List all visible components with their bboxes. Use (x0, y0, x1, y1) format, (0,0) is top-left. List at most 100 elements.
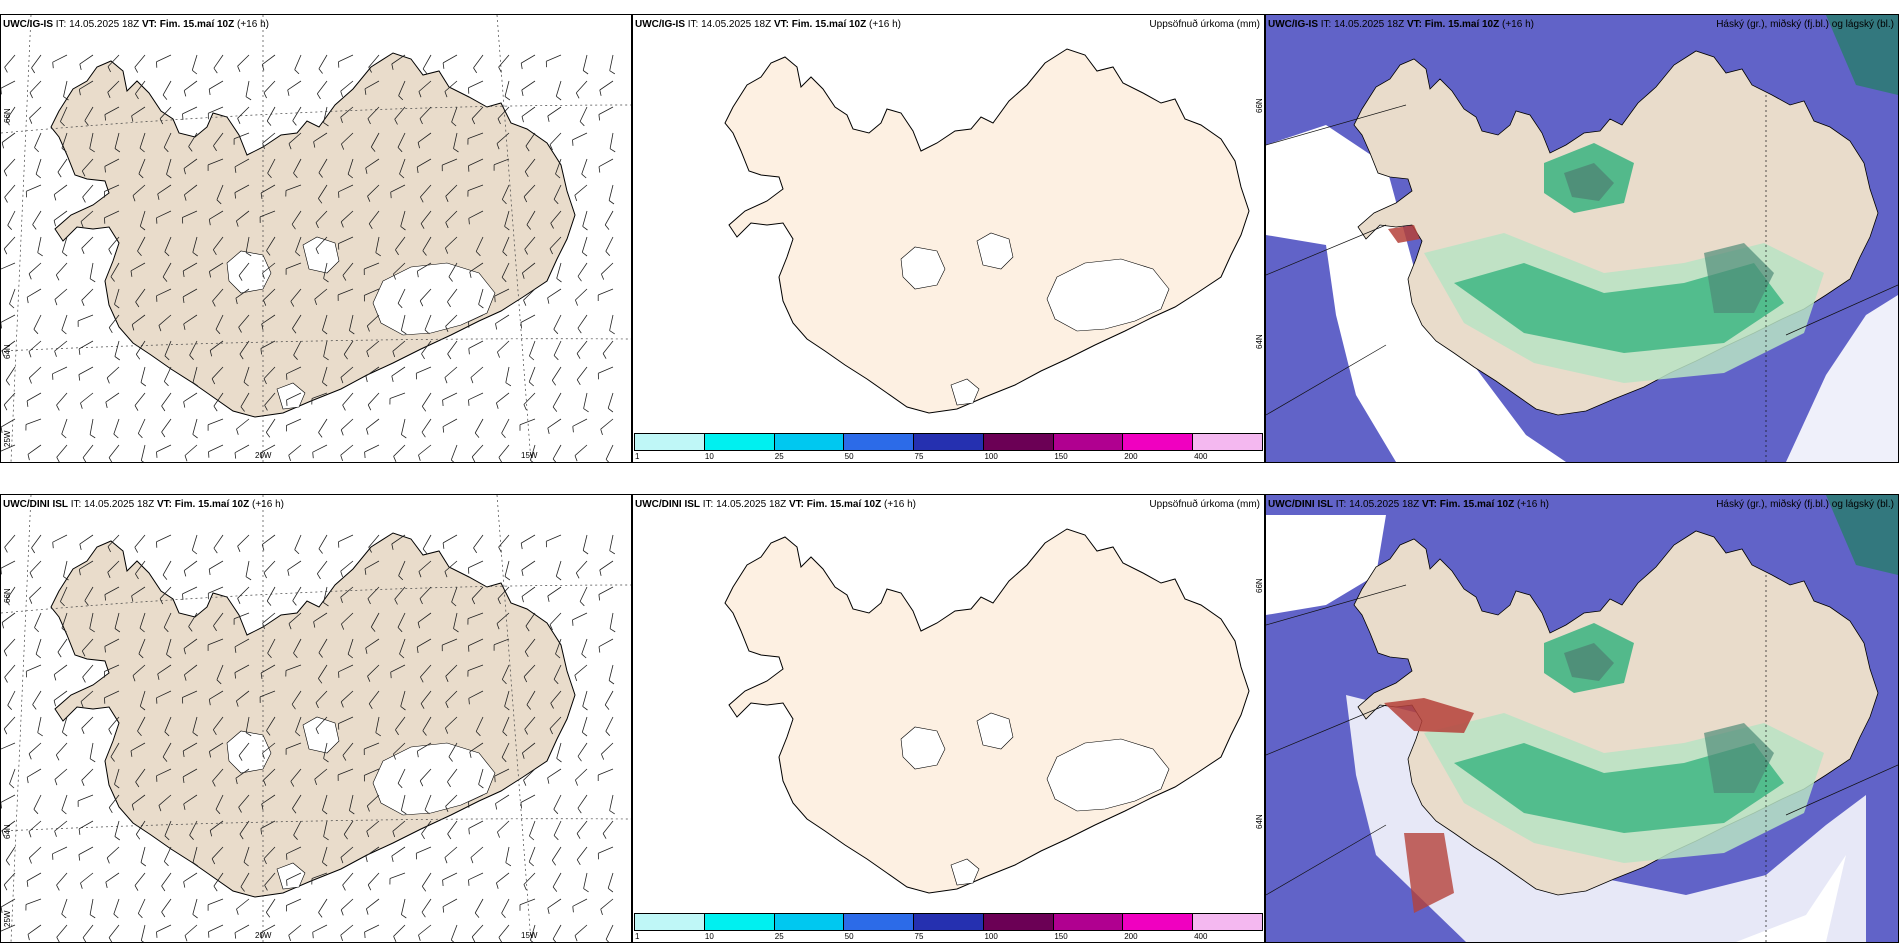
valid-time: Fim. 15.maí 10Z (806, 499, 882, 510)
model-name: UWC/DINI ISL (3, 499, 68, 510)
precip-title: Uppsöfnuð úrkoma (mm) (1149, 499, 1260, 510)
lon-tick-15: 15W (521, 931, 538, 940)
colorbar-segment (774, 434, 845, 450)
model-name: UWC/DINI ISL (1268, 499, 1333, 510)
colorbar-segment (1193, 914, 1263, 930)
colorbar-segment (844, 914, 915, 930)
colorbar-tick-label: 150 (1054, 452, 1068, 461)
colorbar-tick-label: 10 (704, 452, 714, 461)
precip-panel-row1: UWC/IG-IS IT: 14.05.2025 18Z VT: Fim. 15… (632, 14, 1265, 463)
precip-map (724, 528, 1250, 894)
precip-colorbar-labels: 1 10 25 50 75 100 150 200 400 (634, 932, 1263, 942)
colorbar-segment (914, 914, 984, 930)
colorbar-segment (1123, 434, 1194, 450)
colorbar-tick-label: 200 (1124, 932, 1138, 941)
colorbar-tick-label: 50 (844, 452, 854, 461)
cloud-panel-row1: UWC/IG-IS IT: 14.05.2025 18Z VT: Fim. 15… (1265, 14, 1899, 463)
lat-tick-64: 64N (3, 824, 12, 839)
precip-title: Uppsöfnuð úrkoma (mm) (1149, 19, 1260, 30)
colorbar-segment (844, 434, 915, 450)
model-name: UWC/IG-IS (1268, 19, 1318, 30)
model-name: UWC/IG-IS (3, 19, 53, 30)
colorbar-tick-label: 100 (984, 452, 998, 461)
lon-tick-15: 15W (521, 451, 538, 460)
colorbar-segment (1053, 914, 1124, 930)
colorbar-tick-label: 75 (914, 452, 924, 461)
valid-time-label: VT: (141, 19, 157, 30)
cloud-title: Háský (gr.), miðský (fj.bl.) og lágský (… (1716, 499, 1894, 510)
precip-colorbar (634, 433, 1263, 451)
colorbar-segment (774, 914, 845, 930)
lat-tick-66: 66N (1255, 98, 1264, 113)
colorbar-segment (1053, 434, 1124, 450)
cloud-cover-map (1266, 495, 1898, 942)
init-time: IT: 14.05.2025 18Z (55, 19, 140, 30)
cloud-panel-row2: UWC/DINI ISL IT: 14.05.2025 18Z VT: Fim.… (1265, 494, 1899, 943)
colorbar-tick-label: 150 (1054, 932, 1068, 941)
lon-tick-25: 25W (3, 910, 12, 927)
colorbar-tick-label: 75 (914, 932, 924, 941)
colorbar-segment (1193, 434, 1263, 450)
valid-time-label: VT: (1421, 499, 1437, 510)
lon-tick-25: 25W (3, 430, 12, 447)
lon-tick-20: 20W (255, 931, 272, 940)
lead-time: (+16 h) (869, 19, 901, 30)
colorbar-tick-label: 400 (1194, 452, 1208, 461)
lat-tick-66: 66N (3, 108, 12, 123)
lat-tick-64: 64N (3, 344, 12, 359)
model-name: UWC/DINI ISL (635, 499, 700, 510)
lead-time: (+16 h) (884, 499, 916, 510)
colorbar-tick-label: 50 (844, 932, 854, 941)
wind-barb-map (1, 15, 631, 462)
valid-time-label: VT: (1406, 19, 1422, 30)
colorbar-tick-label: 200 (1124, 452, 1138, 461)
colorbar-segment (983, 914, 1054, 930)
wind-panel-row1: UWC/IG-IS IT: 14.05.2025 18Z VT: Fim. 15… (0, 14, 632, 463)
valid-time: Fim. 15.maí 10Z (159, 19, 235, 30)
colorbar-segment (914, 434, 984, 450)
cloud-cover-map (1266, 15, 1898, 462)
cloud-title: Háský (gr.), miðský (fj.bl.) og lágský (… (1716, 19, 1894, 30)
precip-panel-row2: UWC/DINI ISL IT: 14.05.2025 18Z VT: Fim.… (632, 494, 1265, 943)
lead-time: (+16 h) (1502, 19, 1534, 30)
valid-time: Fim. 15.maí 10Z (791, 19, 867, 30)
lead-time: (+16 h) (237, 19, 269, 30)
init-time: IT: 14.05.2025 18Z (1320, 19, 1405, 30)
panel-header: UWC/DINI ISL IT: 14.05.2025 18Z VT: Fim.… (635, 499, 916, 510)
lat-tick-66: 66N (1255, 578, 1264, 593)
colorbar-segment (983, 434, 1054, 450)
lat-tick-64: 64N (1255, 334, 1264, 349)
panel-header: UWC/IG-IS IT: 14.05.2025 18Z VT: Fim. 15… (635, 19, 901, 30)
lead-time: (+16 h) (252, 499, 284, 510)
colorbar-tick-label: 1 (635, 452, 640, 461)
wind-panel-row2: UWC/DINI ISL IT: 14.05.2025 18Z VT: Fim.… (0, 494, 632, 943)
lat-tick-66: 66N (3, 588, 12, 603)
colorbar-tick-label: 25 (774, 452, 784, 461)
colorbar-tick-label: 25 (774, 932, 784, 941)
precip-colorbar-labels: 1 10 25 50 75 100 150 200 400 (634, 452, 1263, 462)
lat-tick-64: 64N (1255, 814, 1264, 829)
valid-time-label: VT: (788, 499, 804, 510)
valid-time: Fim. 15.maí 10Z (1424, 19, 1500, 30)
precip-map (724, 48, 1250, 414)
init-time: IT: 14.05.2025 18Z (1335, 499, 1420, 510)
init-time: IT: 14.05.2025 18Z (70, 499, 155, 510)
colorbar-segment (704, 914, 775, 930)
colorbar-tick-label: 100 (984, 932, 998, 941)
valid-time: Fim. 15.maí 10Z (174, 499, 250, 510)
colorbar-segment (1123, 914, 1194, 930)
colorbar-tick-label: 400 (1194, 932, 1208, 941)
panel-header: UWC/DINI ISL IT: 14.05.2025 18Z VT: Fim.… (3, 499, 284, 510)
panel-header: UWC/IG-IS IT: 14.05.2025 18Z VT: Fim. 15… (3, 19, 269, 30)
colorbar-tick-label: 10 (704, 932, 714, 941)
panel-header: UWC/DINI ISL IT: 14.05.2025 18Z VT: Fim.… (1268, 499, 1549, 510)
colorbar-tick-label: 1 (635, 932, 640, 941)
init-time: IT: 14.05.2025 18Z (687, 19, 772, 30)
valid-time-label: VT: (156, 499, 172, 510)
valid-time-label: VT: (773, 19, 789, 30)
lead-time: (+16 h) (1517, 499, 1549, 510)
wind-barb-map (1, 495, 631, 942)
valid-time: Fim. 15.maí 10Z (1439, 499, 1515, 510)
model-name: UWC/IG-IS (635, 19, 685, 30)
colorbar-segment (704, 434, 775, 450)
